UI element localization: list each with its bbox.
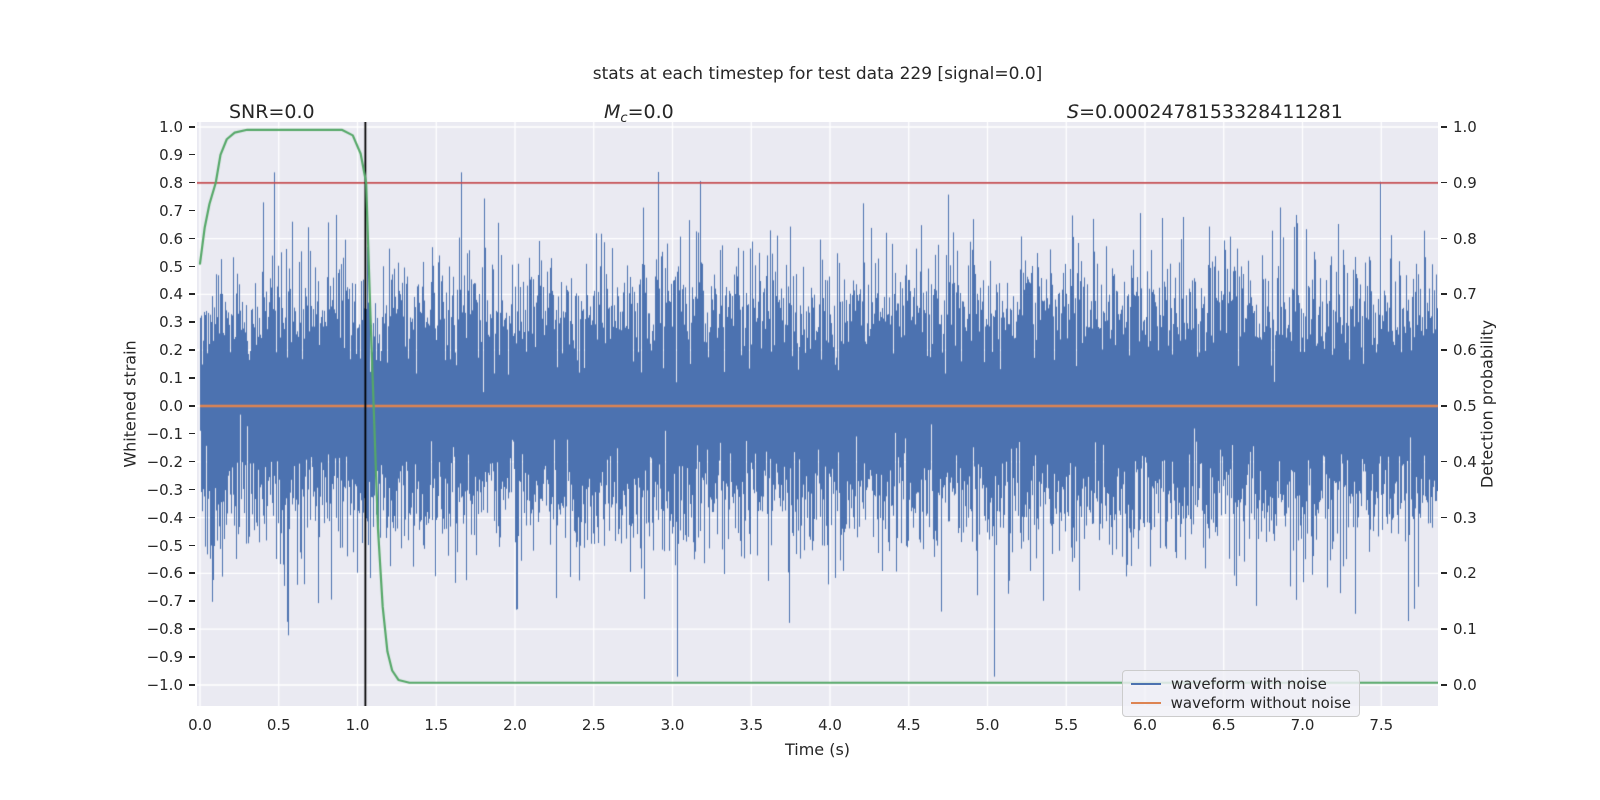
y-tick-label-left: 1.0 <box>159 118 183 136</box>
legend: waveform with noise waveform without noi… <box>1122 670 1360 717</box>
y-tick-mark-right <box>1441 628 1447 630</box>
y-tick-label-left: −0.5 <box>146 536 183 555</box>
y-axis-label-right: Detection probability <box>1477 319 1497 489</box>
y-tick-mark-left <box>189 572 195 574</box>
y-tick-label-left: −0.3 <box>146 480 183 499</box>
y-tick-mark-left <box>189 126 195 128</box>
annotation-snr: SNR=0.0 <box>229 101 315 123</box>
y-tick-mark-left <box>189 321 195 323</box>
y-tick-mark-left <box>189 684 195 686</box>
y-tick-label-right: 0.3 <box>1453 508 1477 527</box>
x-tick-label: 0.5 <box>266 716 291 734</box>
x-tick-label: 4.5 <box>896 716 921 734</box>
annotation-chirp-mass: Mc=0.0 <box>604 101 674 126</box>
y-tick-mark-right <box>1441 516 1447 519</box>
y-tick-mark-right <box>1441 349 1447 351</box>
y-tick-mark-right <box>1441 405 1447 407</box>
y-tick-label-left: 0.9 <box>159 145 183 164</box>
y-tick-mark-left <box>189 544 195 547</box>
x-tick-label: 7.0 <box>1290 716 1315 734</box>
y-tick-mark-left <box>189 181 195 184</box>
y-tick-label-right: 0.4 <box>1453 452 1477 471</box>
y-tick-label-left: 0.6 <box>159 229 183 248</box>
y-tick-mark-right <box>1441 572 1447 574</box>
y-tick-mark-left <box>189 265 195 268</box>
y-tick-mark-right <box>1441 460 1447 463</box>
y-tick-mark-right <box>1441 181 1447 184</box>
y-tick-mark-left <box>189 237 195 240</box>
x-tick-label: 1.5 <box>424 716 449 734</box>
x-tick-label: 5.0 <box>975 716 1000 734</box>
y-tick-label-left: 0.1 <box>159 369 183 388</box>
plot-area <box>197 122 1438 706</box>
y-tick-label-left: −1.0 <box>146 676 183 694</box>
y-tick-mark-left <box>189 405 195 407</box>
y-tick-label-left: −0.7 <box>146 592 183 611</box>
y-tick-label-right: 0.0 <box>1453 676 1477 694</box>
y-tick-mark-right <box>1441 237 1447 240</box>
y-tick-mark-left <box>189 209 195 212</box>
x-tick-label: 4.0 <box>818 716 842 734</box>
y-tick-label-right: 0.5 <box>1453 397 1477 415</box>
y-tick-mark-left <box>189 153 195 156</box>
y-tick-mark-left <box>189 377 195 379</box>
y-tick-label-left: −0.4 <box>146 508 183 527</box>
y-tick-label-left: 0.8 <box>159 173 183 192</box>
y-tick-label-left: −0.8 <box>146 620 183 639</box>
y-tick-mark-left <box>189 432 195 435</box>
y-tick-label-left: −0.1 <box>146 424 183 443</box>
x-tick-label: 2.0 <box>503 716 527 734</box>
x-tick-label: 5.5 <box>1054 716 1079 734</box>
y-tick-label-left: −0.9 <box>146 648 183 667</box>
x-tick-label: 0.0 <box>188 716 212 734</box>
y-tick-mark-left <box>189 656 195 658</box>
legend-line-orange-icon <box>1131 701 1161 704</box>
legend-line-blue-icon <box>1131 683 1161 686</box>
y-tick-label-right: 0.2 <box>1453 564 1477 583</box>
y-tick-mark-right <box>1441 684 1447 686</box>
x-tick-label: 3.0 <box>660 716 685 734</box>
y-tick-label-left: 0.5 <box>159 257 183 276</box>
y-tick-label-left: 0.3 <box>159 313 183 332</box>
y-tick-label-right: 0.8 <box>1453 229 1477 248</box>
y-tick-mark-left <box>189 628 195 630</box>
y-tick-mark-right <box>1441 126 1447 128</box>
y-tick-label-right: 0.1 <box>1453 620 1477 639</box>
chart-title: stats at each timestep for test data 229… <box>592 64 1043 84</box>
y-tick-label-right: 0.7 <box>1453 285 1477 304</box>
x-tick-label: 2.5 <box>581 716 606 734</box>
legend-entry-without-noise: waveform without noise <box>1129 694 1351 713</box>
y-tick-label-left: −0.2 <box>146 452 183 471</box>
y-tick-label-left: 0.2 <box>159 341 183 360</box>
y-tick-mark-left <box>189 516 195 519</box>
x-axis-label: Time (s) <box>784 740 851 759</box>
x-tick-label: 6.5 <box>1211 716 1236 734</box>
y-tick-label-right: 0.6 <box>1453 341 1477 360</box>
y-tick-mark-right <box>1441 293 1447 295</box>
y-tick-label-right: 1.0 <box>1453 118 1477 136</box>
x-tick-label: 6.0 <box>1133 716 1157 734</box>
y-tick-label-left: 0.0 <box>159 397 183 415</box>
y-tick-label-left: 0.4 <box>159 285 183 304</box>
legend-entry-with-noise: waveform with noise <box>1129 675 1351 694</box>
y-tick-mark-left <box>189 349 195 351</box>
x-tick-label: 1.0 <box>345 716 370 734</box>
y-tick-mark-left <box>189 293 195 295</box>
y-tick-mark-left <box>189 600 195 602</box>
y-tick-label-right: 0.9 <box>1453 173 1477 192</box>
y-tick-mark-left <box>189 460 195 463</box>
y-tick-mark-left <box>189 488 195 491</box>
x-tick-label: 3.5 <box>739 716 764 734</box>
x-tick-label: 7.5 <box>1369 716 1394 734</box>
y-tick-label-left: −0.6 <box>146 564 183 583</box>
annotation-score: S=0.0002478153328411281 <box>1067 101 1343 123</box>
y-tick-label-left: 0.7 <box>159 201 183 220</box>
